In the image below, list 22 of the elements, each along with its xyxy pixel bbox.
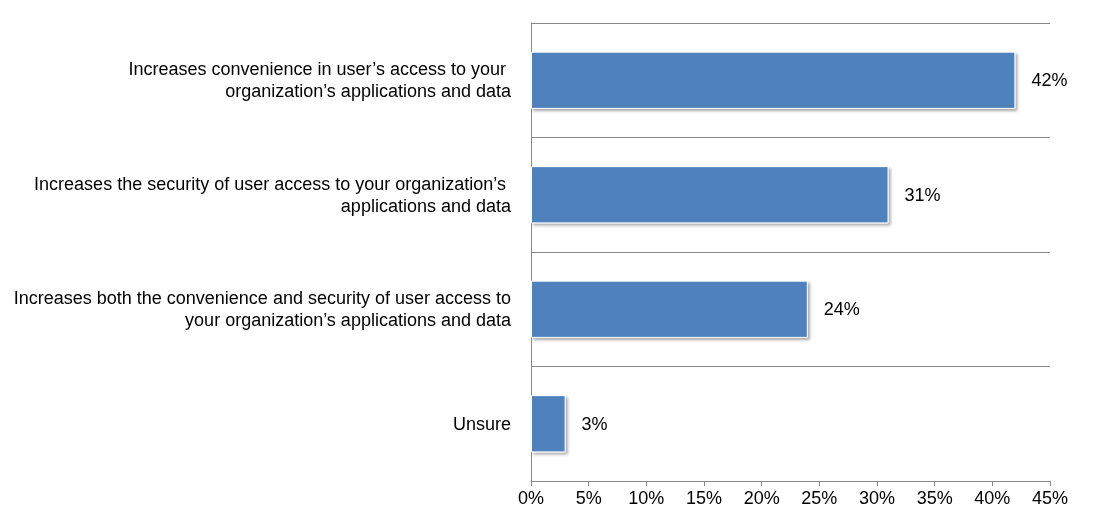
- y-tick-label: Increases the security of user access to your organization’s applications and data: [34, 173, 512, 216]
- x-tick-label: 5%: [575, 488, 602, 508]
- x-tick-label: 10%: [628, 488, 665, 508]
- x-tick-label: 45%: [1031, 488, 1069, 508]
- x-tick-label: 30%: [858, 488, 896, 508]
- data-label: 31%: [904, 184, 941, 205]
- data-label: 24%: [823, 299, 860, 320]
- x-tick-label: 35%: [916, 488, 953, 508]
- y-tick-label: Increases both the convenience and security of user access to your organization’s applications and data: [13, 288, 512, 331]
- bar: [531, 395, 566, 453]
- bar: [531, 280, 808, 338]
- y-tick-label: Unsure: [452, 413, 511, 434]
- bar: [531, 51, 1016, 109]
- y-tick-label: Increases convenience in user’s access to your organization’s applications and data: [128, 59, 512, 102]
- x-tick-label: 25%: [801, 488, 838, 508]
- x-tick-label: 20%: [743, 488, 780, 508]
- data-label: 42%: [1031, 70, 1068, 91]
- bar: [531, 166, 889, 224]
- x-tick-label: 15%: [685, 488, 723, 508]
- data-label: 3%: [581, 413, 608, 434]
- x-tick-label: 40%: [974, 488, 1011, 508]
- x-tick-label: 0%: [517, 488, 545, 508]
